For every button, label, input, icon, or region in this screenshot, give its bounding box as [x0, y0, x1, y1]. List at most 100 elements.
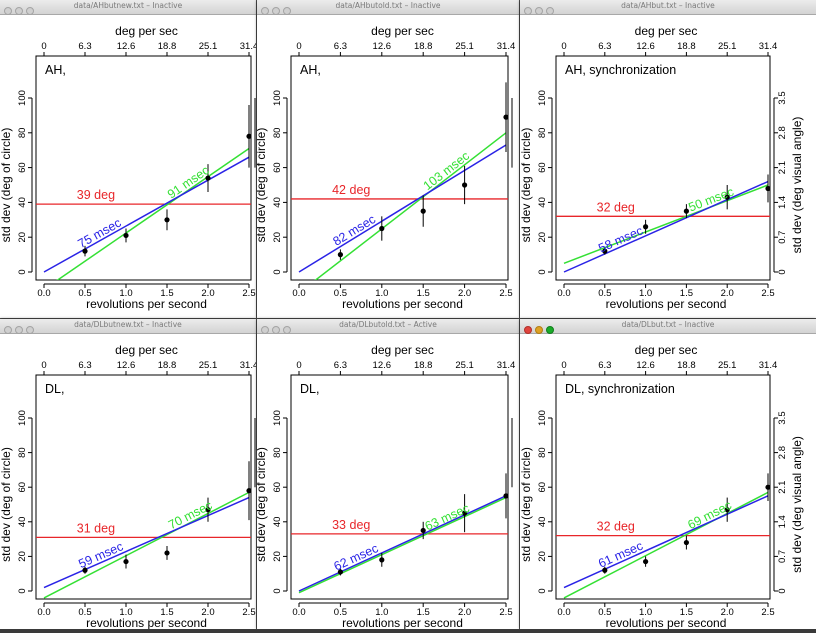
plot-window-dl-butold[interactable]: data/DLbutold.txt – Active 0.0 0.5 1.0 1.5 2…: [257, 319, 519, 629]
zoom-button[interactable]: [546, 7, 554, 15]
top-tick-label: 18.8: [414, 360, 433, 371]
data-point: [123, 558, 129, 565]
window-titlebar[interactable]: data/DLbutold.txt – Active: [257, 319, 519, 334]
plot-area: [36, 461, 251, 599]
minimize-button[interactable]: [15, 326, 23, 334]
top-tick-label: 12.6: [636, 360, 655, 371]
blue-fit-line: [298, 144, 507, 273]
chart-title: AH, synchronization: [565, 63, 676, 77]
data-point: [337, 252, 343, 258]
y-axis-title: std dev (deg of circle): [520, 447, 533, 562]
x-tick-label: 0.5: [334, 288, 347, 299]
close-button[interactable]: [261, 326, 269, 334]
close-button[interactable]: [4, 7, 12, 15]
top-tick-label: 25.1: [718, 360, 737, 371]
right-tick-label: 2.8: [777, 446, 788, 459]
data-point: [643, 558, 649, 565]
zoom-button[interactable]: [26, 7, 34, 15]
close-button[interactable]: [524, 7, 532, 15]
data-point: [164, 550, 170, 556]
x-tick-label: 2.5: [499, 607, 512, 618]
x-tick-label: 1.0: [375, 288, 388, 299]
chart-2: 0.0 0.5 1.0 1.5 2.0 2.5 revolutions per second…: [257, 24, 515, 311]
green-fit-line: [298, 496, 507, 594]
top-tick-label: 31.4: [759, 41, 778, 52]
minimize-button[interactable]: [15, 7, 23, 15]
top-tick-label: 6.3: [334, 41, 347, 52]
x-tick-label: 1.5: [417, 288, 430, 299]
top-tick-label: 0: [561, 41, 566, 52]
data-point: [379, 225, 385, 232]
green-fit-line: [563, 491, 769, 599]
x-tick-label: 1.0: [639, 607, 652, 618]
zoom-button[interactable]: [283, 7, 291, 15]
top-tick-label: 25.1: [718, 41, 737, 52]
plot-window-dl-butnew[interactable]: data/DLbutnew.txt – Inactive 0.0 0.5 1.0 1.…: [0, 319, 256, 629]
x-tick-label: 0.5: [78, 288, 91, 299]
blue-fit-line: [43, 496, 250, 589]
data-point: [503, 493, 508, 499]
close-button[interactable]: [4, 326, 12, 334]
close-button[interactable]: [524, 326, 532, 334]
data-point: [205, 175, 211, 181]
data-point: [82, 567, 88, 573]
window-titlebar[interactable]: data/AHbut.txt – Inactive: [520, 0, 816, 15]
x-tick-label: 2.0: [201, 607, 214, 618]
threshold-label: 32 deg: [597, 520, 635, 534]
plot-window-ah-butnew[interactable]: data/AHbutnew.txt – Inactive 0.0 0.5 1.0 1.…: [0, 0, 256, 318]
data-point: [420, 527, 426, 534]
plot-area: [291, 473, 508, 594]
data-point: [602, 248, 608, 254]
x-tick-label: 2.0: [458, 607, 471, 618]
window-titlebar[interactable]: data/DLbut.txt – Inactive: [520, 319, 816, 334]
minimize-button[interactable]: [535, 7, 543, 15]
green-fit-line: [56, 147, 250, 280]
window-title: data/DLbutold.txt – Active: [339, 320, 437, 329]
zoom-button[interactable]: [546, 326, 554, 334]
data-point: [123, 232, 129, 239]
y-tick-label: 100: [537, 410, 548, 426]
minimize-button[interactable]: [272, 7, 280, 15]
x-axis-title: revolutions per second: [606, 616, 727, 629]
data-point: [462, 182, 468, 188]
top-tick-label: 12.6: [117, 41, 136, 52]
x-tick-label: 1.5: [417, 607, 430, 618]
zoom-button[interactable]: [26, 326, 34, 334]
window-title: data/AHbutold.txt – Inactive: [335, 1, 441, 10]
blue-fit-label: 75 msec: [76, 216, 124, 251]
green-fit-label: 50 msec: [687, 185, 736, 215]
top-tick-label: 31.4: [497, 360, 516, 371]
y-axis-title: std dev (deg of circle): [0, 447, 13, 562]
minimize-button[interactable]: [272, 326, 280, 334]
window-titlebar[interactable]: data/AHbutnew.txt – Inactive: [0, 0, 256, 15]
right-tick-label: 0.7: [777, 550, 788, 563]
minimize-button[interactable]: [535, 326, 543, 334]
zoom-button[interactable]: [283, 326, 291, 334]
y-tick-label: 20: [17, 551, 28, 562]
y-tick-label: 40: [272, 517, 283, 528]
blue-fit-line: [298, 495, 507, 592]
right-tick-label: 2.8: [777, 126, 788, 139]
x-axis-title: revolutions per second: [342, 616, 463, 629]
window-titlebar[interactable]: data/DLbutnew.txt – Inactive: [0, 319, 256, 334]
plot-frame: [290, 55, 509, 281]
blue-fit-label: 61 msec: [596, 539, 645, 571]
y-tick-label: 40: [17, 197, 28, 208]
x-tick-label: 1.0: [375, 607, 388, 618]
x-tick-label: 1.0: [639, 288, 652, 299]
threshold-label: 33 deg: [332, 518, 370, 532]
window-titlebar[interactable]: data/AHbutold.txt – Inactive: [257, 0, 519, 15]
y-tick-label: 100: [272, 410, 283, 426]
y-axis-title: std dev (deg of circle): [257, 128, 268, 243]
chart-1: 0.0 0.5 1.0 1.5 2.0 2.5 revolutions per second…: [0, 24, 256, 311]
right-tick-label: 3.5: [777, 411, 788, 424]
top-tick-label: 25.1: [455, 360, 474, 371]
chart-title: DL,: [45, 382, 64, 396]
plot-window-ah-butold[interactable]: data/AHbutold.txt – Inactive 0.0 0.5 1.0 1.…: [257, 0, 519, 318]
close-button[interactable]: [261, 7, 269, 15]
y-tick-label: 0: [17, 588, 28, 593]
plot-window-dl-but[interactable]: data/DLbut.txt – Inactive 0.0 0.5 1.0 1.5 2.…: [520, 319, 816, 629]
threshold-label: 31 deg: [77, 521, 115, 535]
top-tick-label: 18.8: [158, 360, 177, 371]
plot-window-ah-but[interactable]: data/AHbut.txt – Inactive 0.0 0.5 1.0 1.5 2.…: [520, 0, 816, 318]
